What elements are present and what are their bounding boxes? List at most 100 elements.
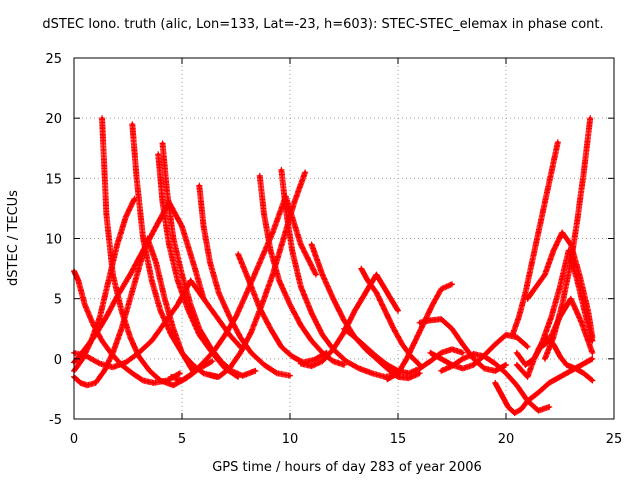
data-point [165, 378, 169, 382]
data-point [405, 357, 409, 361]
data-point [94, 333, 98, 337]
data-point [83, 303, 87, 307]
data-point [418, 371, 422, 375]
data-series [492, 355, 596, 416]
data-point [523, 363, 527, 367]
data-point [253, 369, 257, 373]
data-point [210, 359, 214, 363]
data-point [150, 279, 154, 283]
data-point [299, 362, 303, 366]
x-tick-label: 20 [498, 432, 515, 447]
data-point [240, 374, 244, 378]
data-point [180, 273, 184, 277]
data-series [168, 193, 319, 384]
series-trail [168, 193, 319, 384]
data-point [111, 351, 115, 355]
data-point [277, 279, 281, 283]
data-point [141, 249, 145, 253]
data-point [482, 366, 486, 370]
data-point [189, 279, 193, 283]
data-point [234, 315, 238, 319]
x-tick-label: 25 [606, 432, 623, 447]
data-point [428, 351, 432, 355]
x-tick-label: 5 [178, 432, 186, 447]
data-point [472, 357, 476, 361]
axis-ticks: 0 5 10 15 20 25 -5 0 5 10 15 20 25 [45, 52, 622, 447]
data-point [472, 363, 476, 367]
data-series [341, 325, 466, 377]
data-point [128, 273, 132, 277]
data-point [515, 383, 519, 387]
data-point [320, 333, 324, 337]
data-point [549, 315, 553, 319]
data-point [439, 369, 443, 373]
data-point [530, 261, 534, 265]
data-point [132, 197, 136, 201]
data-point [310, 311, 314, 315]
data-point [202, 297, 206, 301]
data-point [303, 170, 307, 174]
data-point [573, 366, 577, 370]
data-point [543, 357, 547, 361]
data-point [236, 375, 240, 379]
data-point [271, 273, 275, 277]
data-series [256, 172, 347, 368]
data-point [450, 282, 454, 286]
data-point [558, 315, 562, 319]
data-point [163, 321, 167, 325]
data-point [238, 351, 242, 355]
data-point [141, 378, 145, 382]
data-point [461, 366, 465, 370]
y-tick-label: -5 [49, 413, 62, 428]
data-point [85, 354, 89, 358]
data-point [523, 291, 527, 295]
data-point [124, 215, 128, 219]
data-point [385, 363, 389, 367]
data-point [515, 363, 519, 367]
data-point [258, 306, 262, 310]
data-point [180, 351, 184, 355]
data-point [519, 407, 523, 411]
data-point [383, 375, 387, 379]
data-point [353, 335, 357, 339]
data-point [98, 362, 102, 366]
data-point [526, 399, 530, 403]
x-tick-label: 10 [282, 432, 299, 447]
data-point [331, 359, 335, 363]
data-point [560, 303, 564, 307]
data-point [513, 411, 517, 415]
data-point [374, 354, 378, 358]
y-tick-label: 20 [45, 112, 62, 127]
data-point [549, 170, 553, 174]
data-point [120, 327, 124, 331]
data-point [374, 291, 378, 295]
data-point [590, 335, 594, 339]
data-point [493, 362, 497, 366]
data-series [235, 251, 330, 366]
data-point [543, 273, 547, 277]
data-point [130, 122, 134, 126]
data-point [357, 366, 361, 370]
data-point [331, 297, 335, 301]
data-series [438, 351, 553, 414]
data-point [504, 371, 508, 375]
data-point [111, 365, 115, 369]
data-point [396, 369, 400, 373]
data-point [493, 381, 497, 385]
data-point [262, 212, 266, 216]
data-point [197, 184, 201, 188]
data-point [191, 371, 195, 375]
data-point [130, 371, 134, 375]
data-point [150, 339, 154, 343]
data-point [575, 218, 579, 222]
data-point [288, 374, 292, 378]
data-point [104, 315, 108, 319]
data-point [169, 375, 173, 379]
data-point [193, 267, 197, 271]
data-point [310, 364, 314, 368]
data-point [580, 363, 584, 367]
data-point [197, 333, 201, 337]
data-point [128, 335, 132, 339]
data-point [320, 359, 324, 363]
data-point [493, 342, 497, 346]
